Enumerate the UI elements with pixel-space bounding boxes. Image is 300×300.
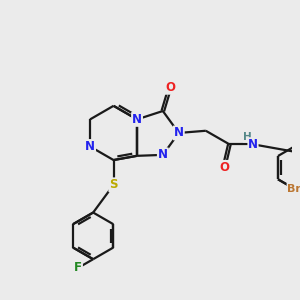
Text: N: N	[158, 148, 168, 161]
Text: N: N	[174, 126, 184, 140]
Text: S: S	[109, 178, 118, 191]
Text: Br: Br	[287, 184, 300, 194]
Text: N: N	[85, 140, 95, 153]
Text: O: O	[165, 81, 175, 94]
Text: N: N	[248, 138, 258, 151]
Text: H: H	[243, 132, 252, 142]
Text: N: N	[132, 113, 142, 126]
Text: O: O	[219, 161, 229, 174]
Text: F: F	[74, 261, 82, 274]
